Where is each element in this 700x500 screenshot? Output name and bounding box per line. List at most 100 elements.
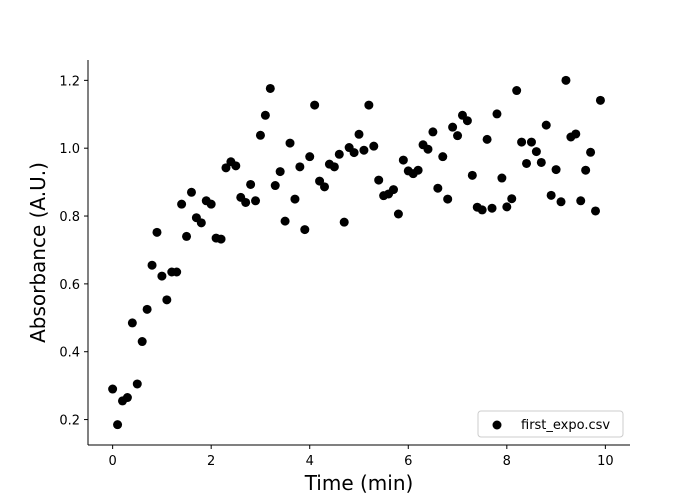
data-point <box>108 384 118 394</box>
data-point <box>221 163 231 173</box>
data-point <box>462 116 472 126</box>
data-point <box>280 216 290 226</box>
data-point <box>526 137 536 147</box>
x-tick-label: 10 <box>597 454 614 469</box>
data-point <box>147 260 157 270</box>
data-point <box>477 205 487 215</box>
data-point <box>364 100 374 110</box>
data-point <box>487 203 497 213</box>
legend-label: first_expo.csv <box>521 418 610 433</box>
data-point <box>393 209 403 219</box>
data-point <box>285 138 295 148</box>
data-point <box>531 147 541 157</box>
data-point <box>310 100 320 110</box>
data-point <box>334 149 344 159</box>
data-point <box>453 131 463 141</box>
x-axis-title: Time (min) <box>304 471 414 495</box>
data-point <box>359 145 369 155</box>
data-point <box>586 147 596 157</box>
data-point <box>260 110 270 120</box>
data-point <box>581 165 591 175</box>
y-tick-label: 1.0 <box>59 142 80 157</box>
y-tick-label: 1.2 <box>59 74 80 89</box>
data-point <box>354 129 364 139</box>
data-point <box>162 295 172 305</box>
data-point <box>571 129 581 139</box>
data-point <box>482 134 492 144</box>
data-point <box>295 162 305 172</box>
x-tick-label: 8 <box>503 454 511 469</box>
data-point <box>241 197 251 207</box>
data-point <box>576 196 586 206</box>
data-point <box>142 304 152 314</box>
data-point <box>536 157 546 167</box>
data-point <box>517 137 527 147</box>
data-point <box>591 206 601 216</box>
x-axis-ticks: 0 2 4 6 8 10 <box>108 445 614 469</box>
data-point <box>265 83 275 93</box>
data-point <box>251 196 261 206</box>
data-point <box>438 152 448 162</box>
data-point <box>556 197 566 207</box>
y-tick-label: 0.4 <box>59 346 80 361</box>
data-point <box>546 190 556 200</box>
data-point <box>275 167 285 177</box>
data-point <box>177 199 187 209</box>
y-tick-label: 0.8 <box>59 210 80 225</box>
data-point <box>182 231 192 241</box>
data-point <box>388 185 398 195</box>
data-point <box>270 181 280 191</box>
data-point <box>206 199 216 209</box>
data-point <box>349 148 359 158</box>
data-point <box>551 165 561 175</box>
data-point <box>467 170 477 180</box>
data-point <box>497 173 507 183</box>
x-tick-label: 6 <box>404 454 412 469</box>
data-point <box>512 86 522 96</box>
data-point <box>290 194 300 204</box>
data-point <box>339 217 349 227</box>
data-point <box>152 227 162 237</box>
data-point <box>448 122 458 132</box>
y-tick-label: 0.2 <box>59 414 80 429</box>
data-point <box>433 183 443 193</box>
y-axis-title: Absorbance (A.U.) <box>26 162 50 343</box>
data-point <box>255 130 265 140</box>
y-tick-label: 0.6 <box>59 278 80 293</box>
data-point <box>428 127 438 137</box>
data-point <box>122 393 132 403</box>
data-point <box>502 202 512 212</box>
data-point <box>113 420 123 430</box>
legend-marker <box>492 420 502 430</box>
data-point <box>137 337 147 347</box>
data-point <box>231 161 241 171</box>
y-axis-ticks: 0.2 0.4 0.6 0.8 1.0 1.2 <box>59 74 88 429</box>
plot-area <box>108 75 605 430</box>
data-point <box>522 158 532 168</box>
data-point <box>216 234 226 244</box>
x-tick-label: 4 <box>306 454 314 469</box>
data-point <box>305 152 315 162</box>
data-point <box>329 162 339 172</box>
data-point <box>157 271 167 281</box>
legend: first_expo.csv <box>477 410 624 438</box>
data-point <box>595 95 605 105</box>
data-point <box>492 109 502 119</box>
data-point <box>398 155 408 165</box>
data-point <box>186 187 196 197</box>
data-point <box>132 379 142 389</box>
data-point <box>196 218 206 228</box>
data-point <box>172 267 182 277</box>
data-point <box>369 141 379 151</box>
data-point <box>443 194 453 204</box>
data-point <box>300 225 310 235</box>
data-point <box>374 175 384 185</box>
data-point <box>320 182 330 192</box>
data-point <box>423 144 433 154</box>
data-point <box>541 120 551 130</box>
legend-box <box>477 410 624 438</box>
data-point <box>413 165 423 175</box>
data-point <box>561 75 571 85</box>
x-tick-label: 2 <box>207 454 215 469</box>
